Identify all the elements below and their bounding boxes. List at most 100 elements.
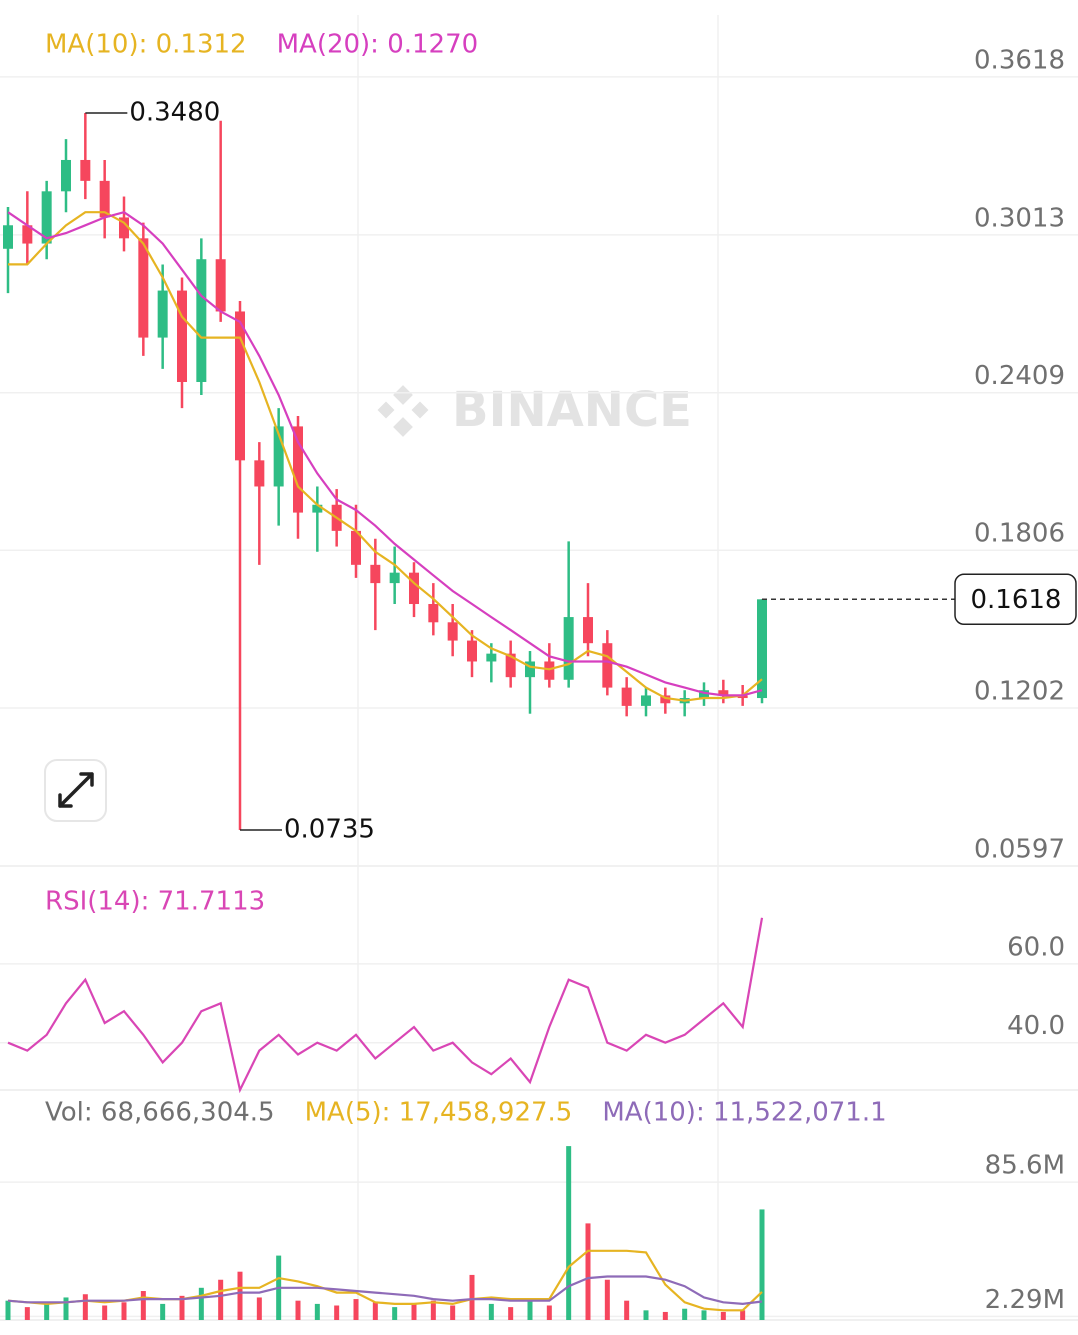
candle-body <box>428 604 439 623</box>
legend-entry: MA(10): 11,522,071.1 <box>602 1098 886 1128</box>
y-tick-label: 0.0597 <box>974 835 1065 865</box>
y-tick-label: 0.3618 <box>974 45 1065 75</box>
candle-body <box>22 225 33 244</box>
volume-bar <box>469 1274 475 1320</box>
candle-body <box>293 426 303 513</box>
volume-bar <box>392 1307 398 1320</box>
y-tick-label: 0.1806 <box>974 519 1065 549</box>
ma-line <box>8 211 763 702</box>
volume-bar <box>740 1310 746 1320</box>
volume-bar <box>372 1302 378 1320</box>
volume-bar <box>643 1310 649 1320</box>
legend-entry: MA(20): 0.1270 <box>277 30 479 60</box>
candle-body <box>718 690 729 696</box>
y-tick-label: 0.1202 <box>974 676 1065 706</box>
candle-body <box>370 564 381 584</box>
volume-bar <box>720 1311 726 1320</box>
volume-bar <box>82 1294 88 1320</box>
watermark-icon <box>377 385 429 437</box>
volume-bar <box>237 1271 243 1320</box>
volume-bar <box>140 1291 146 1320</box>
volume-bar <box>5 1300 11 1320</box>
legend-entry: RSI(14): 71.7113 <box>45 887 265 917</box>
candle-body <box>447 622 458 641</box>
candle-body <box>737 695 748 699</box>
volume-bar <box>411 1303 417 1320</box>
volume-bar <box>160 1303 166 1320</box>
annotation-label: 0.3480 <box>129 97 220 127</box>
candle-body <box>544 661 555 680</box>
volume-bar <box>624 1300 630 1320</box>
volume-bar <box>314 1303 320 1320</box>
candle-body <box>583 617 593 644</box>
candle-body <box>312 504 323 513</box>
volume-bar <box>295 1300 301 1320</box>
candle-body <box>409 572 419 605</box>
candle-body <box>99 180 110 218</box>
volume-bar <box>24 1307 30 1320</box>
watermark: BINANCE <box>452 382 692 438</box>
ma-line <box>7 917 764 1094</box>
volume-bar <box>662 1311 668 1320</box>
candle-body <box>351 530 361 565</box>
y-tick-label: 60.0 <box>1007 932 1065 962</box>
volume-bar <box>701 1310 707 1320</box>
candle-body <box>641 695 651 706</box>
ma-line <box>7 211 763 697</box>
y-tick-label: 40.0 <box>1007 1011 1065 1041</box>
volume-bar <box>198 1287 204 1320</box>
candle-body <box>602 643 613 688</box>
candle-body <box>119 217 129 239</box>
volume-bar <box>179 1295 185 1320</box>
last-price-label: 0.1618 <box>971 585 1062 615</box>
y-tick-label: 0.2409 <box>974 361 1065 391</box>
candle-body <box>389 572 400 584</box>
volume-bar <box>546 1305 552 1320</box>
candle-body <box>80 159 91 181</box>
candle-body <box>177 290 187 382</box>
candle-body <box>3 225 13 249</box>
candle-body <box>215 259 226 312</box>
candle-body <box>505 653 516 678</box>
candle-body <box>254 460 265 487</box>
candle-body <box>41 191 52 244</box>
ma-line <box>7 1275 763 1306</box>
volume-bar <box>430 1300 436 1320</box>
candle-body <box>138 238 149 338</box>
candle-body <box>467 640 477 662</box>
candle-body <box>61 159 71 192</box>
volume-bar <box>44 1303 50 1320</box>
candle-body <box>699 690 709 699</box>
volume-bar <box>508 1307 514 1320</box>
expand-button[interactable] <box>44 759 107 822</box>
candle-body <box>157 290 168 338</box>
candle-body <box>525 661 535 678</box>
volume-bar <box>527 1300 533 1320</box>
volume-bar <box>256 1297 262 1320</box>
candle-body <box>621 687 632 706</box>
legend-entry: MA(10): 0.1312 <box>45 30 247 60</box>
volume-bar <box>566 1146 572 1320</box>
y-tick-label: 0.3013 <box>974 203 1065 233</box>
candle-body <box>757 599 767 699</box>
volume-bar <box>682 1308 688 1320</box>
last-price-box <box>954 573 1077 626</box>
volume-bar <box>585 1223 591 1320</box>
volume-bar <box>759 1209 765 1320</box>
volume-bar <box>102 1305 108 1320</box>
candle-body <box>563 617 574 680</box>
legend-entry: MA(5): 17,458,927.5 <box>305 1098 573 1128</box>
annotation-label: 0.0735 <box>284 814 375 844</box>
volume-bar <box>334 1305 340 1320</box>
candle-body <box>235 311 245 461</box>
volume-bar <box>121 1302 127 1320</box>
volume-bar <box>353 1299 359 1320</box>
candle-body <box>660 695 671 704</box>
y-tick-label: 2.29M <box>985 1285 1065 1315</box>
candle-body <box>273 426 284 487</box>
volume-bar <box>450 1305 456 1320</box>
volume-bar <box>63 1297 69 1320</box>
volume-bar <box>488 1303 494 1320</box>
volume-bar <box>604 1279 610 1320</box>
